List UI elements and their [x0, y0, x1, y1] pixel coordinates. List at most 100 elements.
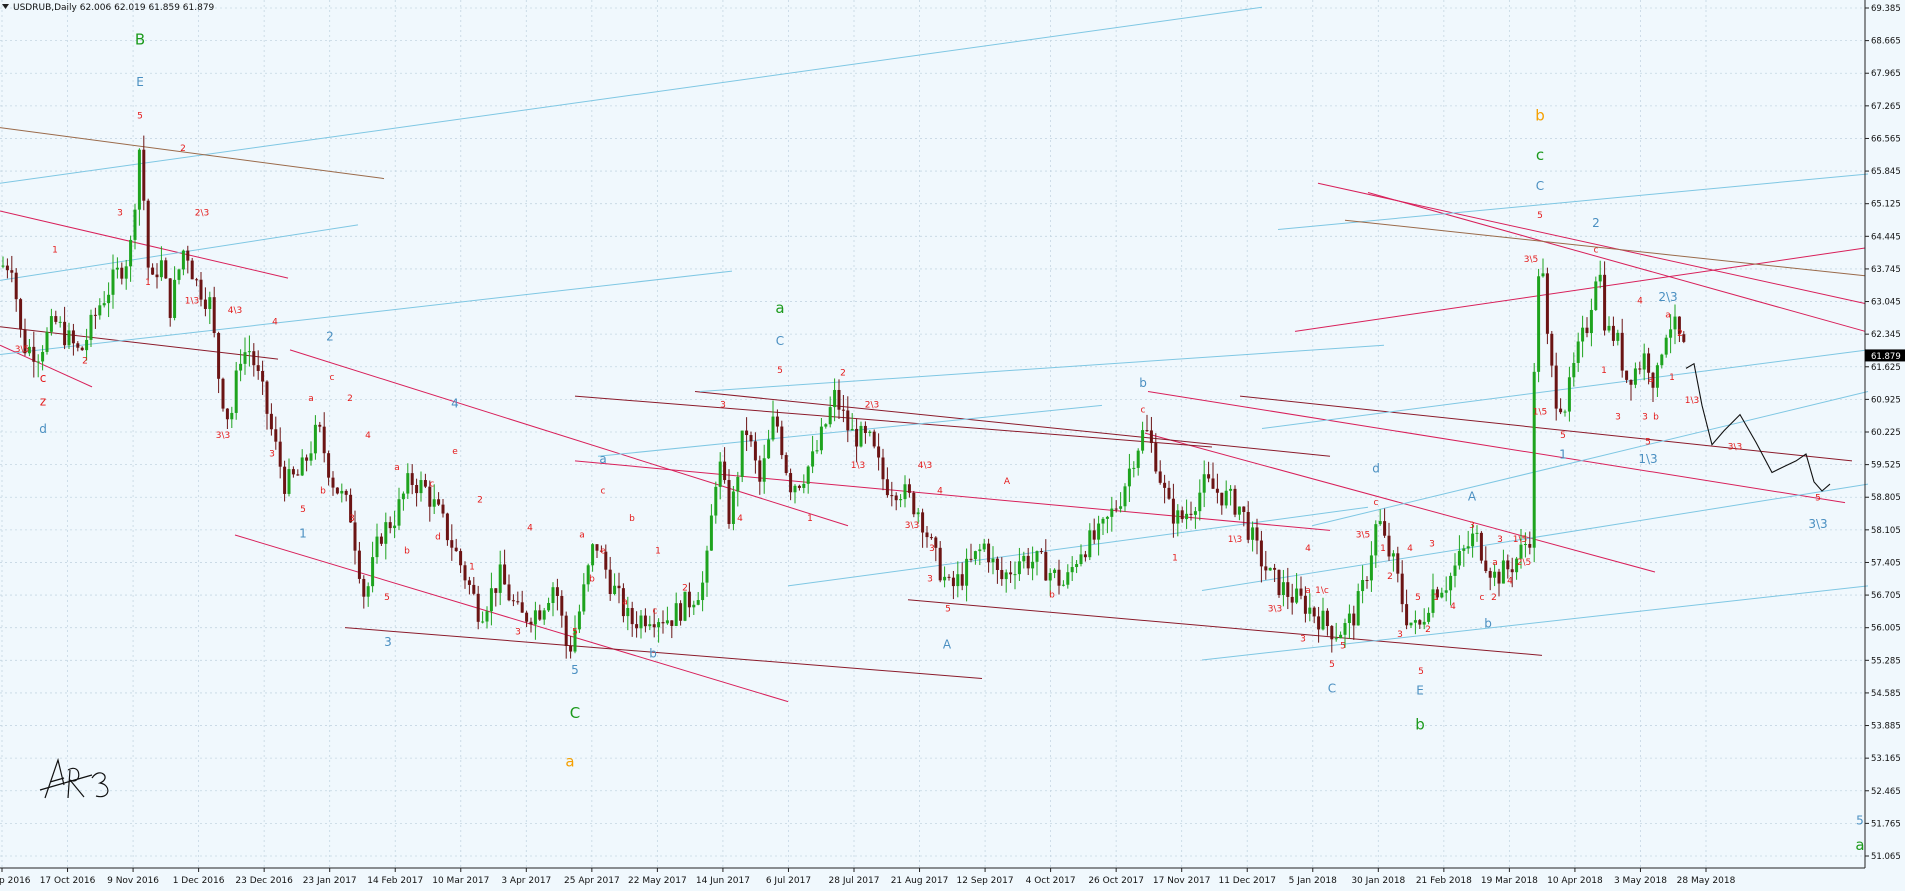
bear-candle	[164, 260, 168, 279]
x-tick-label: 14 Jun 2017	[696, 876, 750, 886]
x-tick-label: 22 May 2017	[628, 876, 687, 886]
x-tick-label: 23 Dec 2016	[235, 876, 293, 886]
time-axis: 23 Sep 2016 17 Oct 2016 9 Nov 2016 1 Dec 20…	[0, 867, 1865, 886]
bear-candle	[1026, 555, 1030, 569]
wave-label: 3	[1615, 412, 1621, 422]
bull-candle	[674, 603, 678, 626]
x-tick-label: 25 Apr 2017	[564, 876, 620, 886]
bull-candle	[36, 361, 40, 363]
bear-candle	[221, 378, 225, 409]
bear-candle	[441, 504, 445, 514]
bull-candle	[489, 588, 493, 612]
wave-label: c	[1374, 498, 1379, 508]
bull-candle	[982, 543, 986, 550]
wave-label: a	[599, 452, 606, 466]
bull-candle	[102, 303, 106, 306]
wave-label: 4	[1637, 297, 1643, 307]
bull-candle	[736, 476, 740, 492]
bull-candle	[1088, 530, 1092, 558]
bull-candle	[1413, 620, 1417, 623]
bull-candle	[234, 370, 238, 413]
symbol-ohlc-text: USDRUB,Daily 62.006 62.019 61.859 61.879	[13, 3, 215, 13]
bear-candle	[335, 487, 339, 494]
bear-candle	[1044, 551, 1048, 581]
bear-candle	[1211, 478, 1215, 489]
bear-candle	[1149, 430, 1153, 444]
bear-candle	[278, 441, 282, 467]
wave-label: 3	[1300, 634, 1306, 644]
bear-candle	[1629, 379, 1633, 385]
header-bar: USDRUB,Daily 62.006 62.019 61.859 61.879	[2, 3, 215, 13]
bear-candle	[23, 329, 27, 354]
x-tick-label: 1 Dec 2016	[173, 876, 225, 886]
bull-candle	[1334, 638, 1338, 640]
x-tick-label: 11 Dec 2017	[1218, 876, 1276, 886]
bear-candle	[841, 409, 845, 411]
bear-candle	[1550, 333, 1554, 366]
bear-candle	[630, 608, 634, 625]
y-tick-label: 69.385	[1871, 4, 1901, 14]
wave-label: d	[39, 422, 47, 436]
bull-candle	[806, 466, 810, 484]
wave-label: 3	[384, 635, 392, 649]
bull-candle	[577, 611, 581, 630]
channel-blue-line	[1277, 173, 1869, 230]
y-tick-label: 66.565	[1871, 134, 1901, 144]
y-tick-label: 60.925	[1871, 395, 1901, 405]
wave-label: 5	[777, 366, 783, 376]
x-tick-label: 9 Nov 2016	[107, 876, 159, 886]
bull-candle	[1251, 527, 1255, 540]
bull-candle	[85, 339, 89, 351]
bear-candle	[437, 499, 441, 505]
wave-label: A	[1468, 489, 1477, 503]
wave-label: 5	[300, 505, 306, 515]
wave-label: 1\3	[851, 461, 865, 471]
wave-label: 2\3	[865, 401, 879, 411]
bull-candle	[98, 305, 102, 316]
bull-candle	[67, 330, 71, 346]
wave-label: b	[320, 486, 326, 496]
bull-candle	[1532, 371, 1536, 548]
bull-candle	[137, 149, 141, 210]
bear-candle	[1057, 569, 1061, 586]
current-price-tag: 61.879	[1865, 349, 1905, 362]
bear-candle	[569, 645, 573, 652]
collapse-triangle-icon[interactable]	[2, 4, 9, 9]
wave-label: a	[775, 299, 784, 317]
y-tick-label: 58.805	[1871, 493, 1901, 503]
bear-candle	[450, 540, 454, 548]
x-tick-label: 19 Mar 2018	[1481, 876, 1538, 886]
bull-candle	[133, 209, 137, 240]
bear-candle	[1039, 551, 1043, 553]
bull-candle	[1572, 362, 1576, 378]
bear-candle	[256, 365, 260, 371]
bear-candle	[723, 461, 727, 481]
bear-candle	[1220, 492, 1224, 506]
bull-candle	[1110, 508, 1114, 517]
channel-blue-line	[597, 404, 1103, 457]
bear-candle	[1264, 566, 1268, 571]
wave-label: 2\3	[195, 209, 209, 219]
bull-candle	[1466, 546, 1470, 549]
bear-candle	[63, 321, 67, 346]
bear-candle	[32, 346, 36, 362]
bull-candle	[485, 611, 489, 622]
bull-candle	[1493, 571, 1497, 578]
bear-candle	[1171, 498, 1175, 524]
bear-candle	[1299, 588, 1303, 596]
bear-candle	[5, 265, 9, 271]
bear-candle	[1435, 589, 1439, 598]
bear-candle	[929, 537, 933, 539]
bear-candle	[1647, 353, 1651, 373]
bear-candle	[1545, 273, 1549, 334]
price-axis: 69.385 68.665 67.965 67.265 66.565 65.845 65.1…	[1864, 0, 1901, 868]
wave-label: A	[1004, 477, 1011, 487]
bull-candle	[1664, 337, 1668, 355]
wave-label: 3	[929, 544, 935, 554]
y-tick-label: 54.585	[1871, 689, 1901, 699]
bear-candle	[362, 578, 366, 597]
wave-label: 4	[1305, 544, 1311, 554]
bear-candle	[679, 603, 683, 621]
